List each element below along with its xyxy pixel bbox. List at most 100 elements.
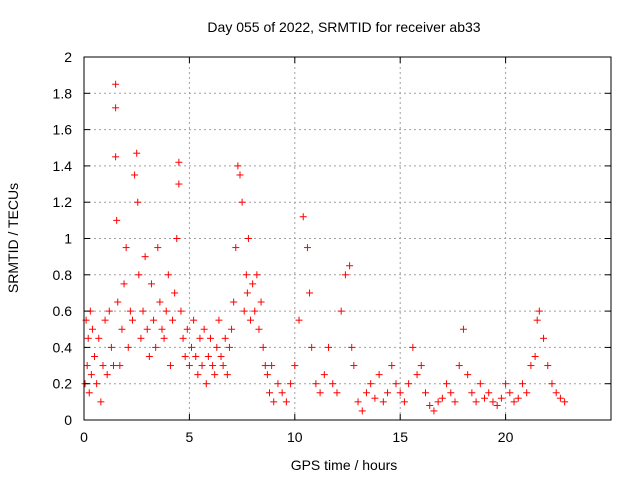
data-point bbox=[451, 398, 459, 406]
data-point bbox=[230, 298, 238, 306]
y-tick-label: 1.2 bbox=[53, 194, 73, 210]
data-point bbox=[251, 307, 259, 315]
y-axis: 0 0.2 0.4 0.6 0.8 1 1.2 1.4 1.6 1.8 2 bbox=[53, 49, 611, 428]
data-point bbox=[103, 371, 111, 379]
data-point bbox=[400, 398, 408, 406]
data-point bbox=[464, 371, 472, 379]
data-point bbox=[430, 407, 438, 415]
y-tick-label: 1 bbox=[64, 231, 72, 247]
data-point bbox=[333, 389, 341, 397]
data-point bbox=[223, 371, 231, 379]
y-tick-label: 1.4 bbox=[53, 158, 73, 174]
data-point bbox=[523, 389, 531, 397]
data-point bbox=[561, 398, 569, 406]
data-point bbox=[145, 352, 153, 360]
data-point bbox=[438, 394, 446, 402]
data-point bbox=[367, 380, 375, 388]
data-point bbox=[164, 271, 172, 279]
data-point bbox=[291, 362, 299, 370]
data-point bbox=[243, 289, 251, 297]
chart-title: Day 055 of 2022, SRMTID for receiver ab3… bbox=[207, 19, 480, 35]
data-point bbox=[112, 80, 120, 88]
data-point bbox=[158, 325, 166, 333]
data-point bbox=[173, 235, 181, 242]
data-point bbox=[131, 171, 139, 179]
data-point bbox=[371, 394, 379, 402]
data-point bbox=[228, 325, 236, 333]
data-point bbox=[421, 389, 429, 397]
data-point bbox=[87, 371, 95, 379]
data-point bbox=[485, 389, 493, 397]
grid bbox=[84, 57, 611, 420]
data-point bbox=[472, 398, 480, 406]
data-point bbox=[303, 244, 311, 252]
data-point bbox=[384, 389, 392, 397]
data-point bbox=[556, 394, 564, 402]
data-point bbox=[274, 380, 282, 388]
data-point bbox=[266, 389, 274, 397]
data-point bbox=[83, 362, 91, 370]
data-point bbox=[242, 271, 250, 279]
data-point bbox=[116, 362, 124, 370]
data-point bbox=[137, 334, 145, 342]
data-point bbox=[171, 289, 179, 297]
data-point bbox=[160, 334, 168, 342]
data-point bbox=[409, 343, 417, 351]
data-point bbox=[120, 280, 128, 288]
data-point bbox=[257, 298, 265, 306]
data-point bbox=[455, 362, 463, 370]
data-point bbox=[354, 398, 362, 406]
data-point bbox=[169, 316, 177, 324]
data-point bbox=[175, 158, 183, 166]
data-point bbox=[261, 362, 269, 370]
data-point bbox=[209, 362, 217, 370]
data-point bbox=[240, 307, 248, 315]
data-point bbox=[443, 380, 451, 388]
data-point bbox=[325, 343, 333, 351]
data-point bbox=[295, 316, 303, 324]
data-point bbox=[234, 162, 242, 170]
data-point bbox=[185, 362, 193, 370]
data-point bbox=[156, 298, 164, 306]
data-point bbox=[204, 352, 212, 360]
data-point bbox=[459, 325, 467, 333]
data-point bbox=[128, 316, 136, 324]
data-point bbox=[188, 343, 196, 351]
data-point bbox=[198, 362, 206, 370]
data-point bbox=[329, 380, 337, 388]
data-point bbox=[249, 280, 257, 288]
data-point bbox=[95, 334, 103, 342]
data-point bbox=[312, 380, 320, 388]
data-point bbox=[489, 398, 497, 406]
data-point bbox=[236, 171, 244, 179]
data-point bbox=[200, 325, 208, 333]
data-point bbox=[162, 307, 170, 315]
data-point bbox=[426, 401, 434, 409]
data-point bbox=[177, 307, 185, 315]
data-point bbox=[255, 325, 263, 333]
y-tick-label: 0.2 bbox=[53, 376, 73, 392]
data-point bbox=[476, 380, 484, 388]
data-point bbox=[405, 380, 413, 388]
data-point bbox=[282, 398, 290, 406]
data-point bbox=[194, 371, 202, 379]
data-point bbox=[540, 334, 548, 342]
data-point bbox=[306, 289, 314, 297]
data-point bbox=[107, 343, 115, 351]
data-point bbox=[533, 316, 541, 324]
data-points bbox=[81, 80, 569, 415]
data-point bbox=[238, 198, 246, 206]
data-point bbox=[221, 334, 229, 342]
data-point bbox=[112, 153, 120, 161]
data-point bbox=[548, 380, 556, 388]
data-point bbox=[337, 307, 345, 315]
data-point bbox=[122, 244, 130, 252]
x-axis: 0 5 10 15 20 bbox=[80, 57, 514, 445]
data-point bbox=[196, 334, 204, 342]
data-point bbox=[497, 394, 505, 402]
data-point bbox=[268, 362, 276, 370]
data-point bbox=[202, 380, 210, 388]
data-point bbox=[341, 271, 349, 279]
